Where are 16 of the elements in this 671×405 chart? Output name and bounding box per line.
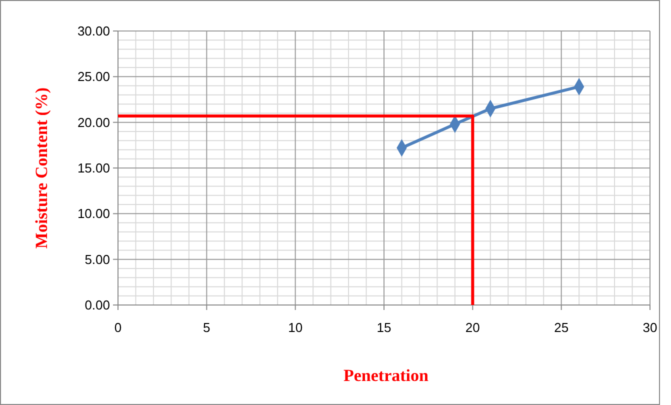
x-tick-label: 10 bbox=[288, 320, 303, 335]
x-tick-label: 0 bbox=[114, 320, 122, 335]
y-tick-label: 15.00 bbox=[77, 160, 110, 176]
y-tick-label: 0.00 bbox=[84, 298, 110, 312]
x-tick-label: 30 bbox=[642, 320, 658, 335]
y-tick-label: 30.00 bbox=[77, 24, 110, 38]
y-tick-label: 25.00 bbox=[77, 69, 110, 84]
x-tick-label: 20 bbox=[465, 320, 480, 335]
x-tick-label: 25 bbox=[554, 320, 569, 335]
y-tick-label: 20.00 bbox=[77, 114, 110, 130]
y-tick-label: 10.00 bbox=[77, 206, 110, 222]
x-tick-label: 15 bbox=[376, 320, 392, 335]
x-axis-title: Penetration bbox=[344, 366, 430, 385]
y-axis-title: Moisture Content (%) bbox=[32, 87, 51, 249]
x-tick-label: 5 bbox=[203, 320, 210, 335]
y-tick-label: 5.00 bbox=[84, 252, 110, 267]
